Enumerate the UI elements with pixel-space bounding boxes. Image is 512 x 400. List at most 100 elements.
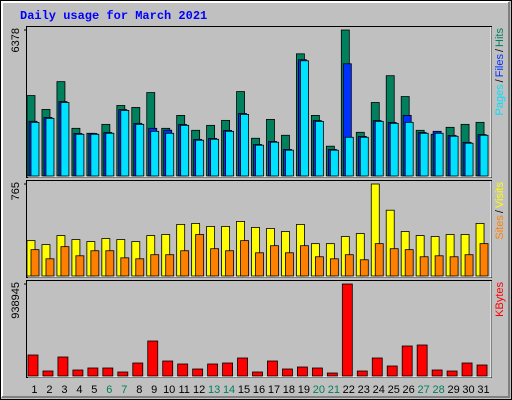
x-tick-label: 23 [358, 384, 370, 396]
x-tick-label: 6 [106, 384, 112, 396]
bar [300, 60, 309, 177]
bar [341, 283, 353, 377]
bar [359, 259, 369, 277]
bar [180, 124, 190, 177]
bar [135, 258, 145, 277]
x-tick-label: 2 [46, 384, 52, 396]
x-tick-label: 18 [283, 384, 295, 396]
bar [252, 371, 263, 377]
bar [180, 250, 190, 277]
x-tick-label: 1 [31, 384, 37, 396]
legend-entry: Visits [494, 182, 506, 209]
bar [374, 243, 384, 277]
bar [300, 245, 309, 277]
bar [240, 114, 249, 177]
bar [105, 132, 115, 177]
bar [222, 362, 233, 377]
bar [120, 257, 130, 277]
bar [27, 354, 39, 377]
legend: Sites /Visits [494, 182, 506, 240]
bar [75, 255, 85, 277]
legend-separator: / [494, 78, 506, 82]
bar [255, 252, 264, 277]
x-tick-label: 19 [298, 384, 310, 396]
bar [311, 367, 323, 377]
x-tick-label: 11 [178, 384, 189, 396]
legend-entry: Sites [494, 215, 506, 240]
legend-entry: Pages [494, 84, 506, 116]
bar [195, 139, 205, 177]
bar [150, 254, 160, 277]
bar [389, 248, 399, 277]
bar [464, 254, 474, 277]
x-tick-label: 13 [208, 384, 220, 396]
bar [434, 255, 444, 277]
bar [356, 370, 368, 377]
bar [225, 130, 234, 177]
bar [359, 136, 369, 177]
bar [479, 243, 489, 277]
bar [105, 250, 115, 277]
chart-title: Daily usage for March 2021 [20, 9, 207, 23]
legend-entry: KBytes [494, 282, 506, 317]
bar [297, 366, 308, 377]
bar [165, 254, 175, 277]
bar [419, 132, 429, 177]
bar [30, 249, 40, 277]
bar [90, 133, 100, 177]
bar [329, 258, 339, 277]
bar [150, 130, 160, 177]
bar [416, 344, 428, 377]
bar [87, 367, 99, 377]
bar [90, 250, 100, 277]
bar [192, 368, 204, 377]
bar [30, 121, 40, 177]
bar [120, 110, 130, 177]
x-tick-label: 3 [61, 384, 67, 396]
bar [45, 117, 55, 177]
bar [464, 142, 474, 177]
x-tick-label: 15 [238, 384, 250, 396]
bar [162, 360, 174, 377]
bar [389, 122, 399, 177]
bar [195, 234, 205, 277]
bar [207, 363, 219, 377]
legend-entry: Hits [494, 28, 506, 47]
x-tick-label: 9 [151, 384, 157, 396]
bar [135, 123, 145, 177]
bar [75, 133, 85, 177]
bar [210, 138, 220, 177]
bar [404, 121, 414, 177]
bar [404, 249, 414, 277]
bar [60, 102, 70, 177]
bar [314, 120, 324, 177]
legend: KBytes [494, 282, 506, 317]
legend-separator: / [494, 48, 506, 52]
bar [282, 368, 293, 377]
bar [237, 357, 248, 377]
y-tick-label: 6378 [10, 28, 22, 52]
bar [240, 240, 249, 277]
bar [165, 132, 175, 177]
x-tick-label: 20 [313, 384, 325, 396]
bar [255, 144, 264, 177]
bar [285, 149, 294, 177]
bar [270, 245, 279, 277]
bar [132, 362, 144, 377]
bar [401, 345, 413, 377]
y-tick-label: 938945 [10, 282, 22, 319]
bar [314, 256, 324, 277]
bar [285, 252, 294, 277]
x-tick-label: 26 [403, 384, 415, 396]
x-tick-label: 10 [163, 384, 175, 396]
x-tick-label: 12 [193, 384, 205, 396]
x-tick-label: 28 [432, 384, 444, 396]
legend-separator: / [494, 209, 506, 213]
bar [371, 357, 383, 377]
x-tick-label: 4 [76, 384, 82, 396]
x-tick-label: 8 [136, 384, 142, 396]
